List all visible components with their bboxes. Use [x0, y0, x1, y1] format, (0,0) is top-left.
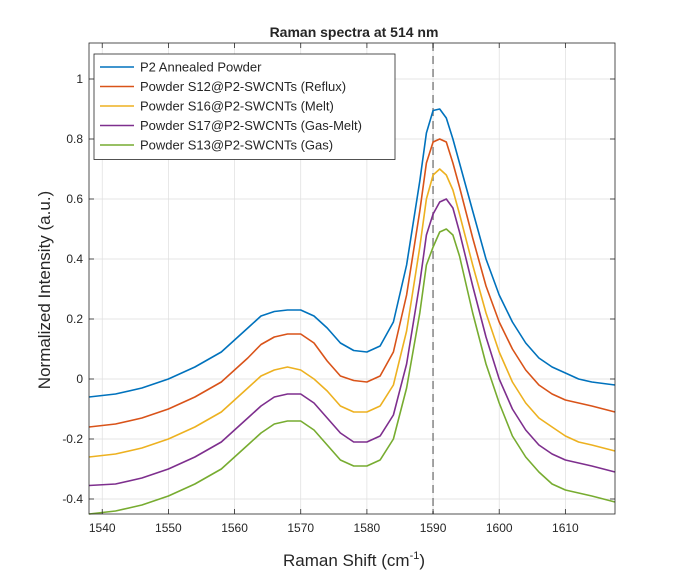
legend: P2 Annealed Powder Powder S12@P2-SWCNTs (… [93, 53, 396, 160]
y-tick-label: 0.2 [66, 312, 83, 326]
y-axis-label: Normalized Intensity (a.u.) [35, 191, 54, 389]
legend-box [93, 53, 396, 160]
legend-label-3: Powder S16@P2-SWCNTs (Melt) [140, 99, 334, 114]
x-axis-label-superscript: -1 [410, 550, 420, 562]
series-line-5 [88, 228, 616, 515]
chart-title: Raman spectra at 514 nm [270, 24, 439, 40]
plot-border [88, 42, 616, 515]
x-tick-label: 1580 [354, 521, 381, 535]
y-tick-label: -0.2 [62, 432, 83, 446]
y-tick-label: -0.4 [62, 492, 83, 506]
x-tick-label: 1570 [287, 521, 314, 535]
series-line-2 [88, 138, 616, 428]
series-line-1 [88, 108, 616, 398]
y-tick-label: 0.4 [66, 252, 83, 266]
x-tick-label: 1550 [155, 521, 182, 535]
x-tick-label: 1540 [89, 521, 116, 535]
y-tick-label: 0.8 [66, 132, 83, 146]
y-tick-label: 1 [76, 72, 83, 86]
x-axis-label: Raman Shift (cm-1) [283, 550, 425, 570]
y-tick-label: 0 [76, 372, 83, 386]
legend-label-5: Powder S13@P2-SWCNTs (Gas) [140, 138, 333, 153]
x-tick-label: 1610 [552, 521, 579, 535]
legend-label-2: Powder S12@P2-SWCNTs (Reflux) [140, 79, 346, 94]
x-tick-label: 1560 [221, 521, 248, 535]
x-tick-label: 1590 [420, 521, 447, 535]
x-tick-label: 1600 [486, 521, 513, 535]
legend-label-1: P2 Annealed Powder [140, 60, 262, 75]
ticks: 1540 1550 1560 1570 1580 1590 1600 1610 -0.4 -0.2… [62, 43, 615, 535]
series-group [88, 108, 616, 515]
legend-label-4: Powder S17@P2-SWCNTs (Gas-Melt) [140, 118, 362, 133]
series-line-3 [88, 168, 616, 458]
series-line-4 [88, 198, 616, 487]
y-tick-label: 0.6 [66, 192, 83, 206]
